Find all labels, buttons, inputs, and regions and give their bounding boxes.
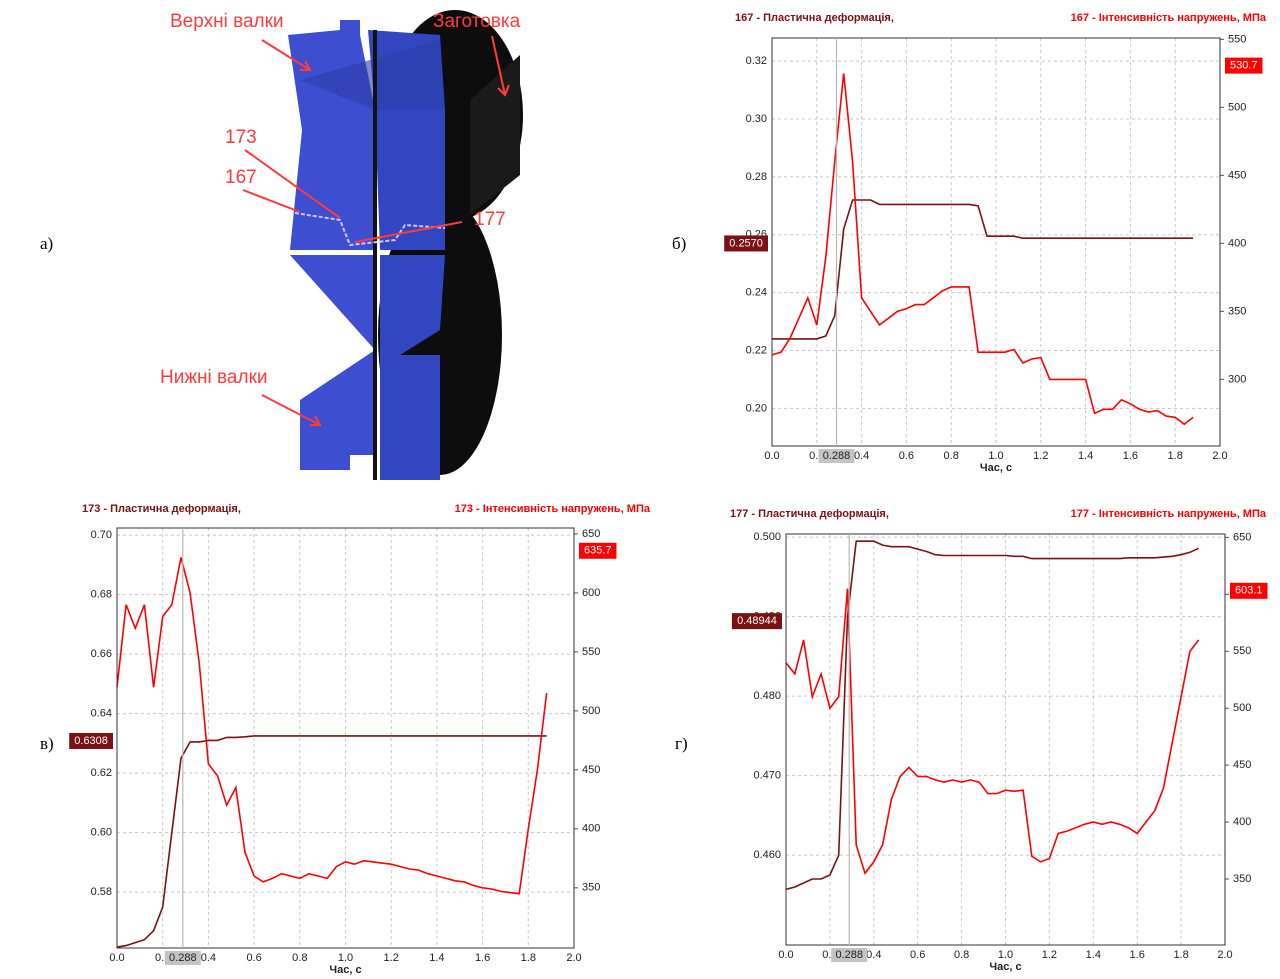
- y-tick-label: 0.22: [746, 344, 767, 356]
- x-tick-label: 0.6: [910, 949, 925, 961]
- series-name: 177 - Пластична деформація,: [730, 508, 889, 520]
- cursor-label: 0.288: [169, 952, 197, 964]
- y2-tick-label: 400: [1228, 237, 1246, 249]
- y2-tick-label: 550: [1233, 645, 1251, 657]
- x-tick-label: 0.4: [854, 450, 869, 462]
- cursor-readout: 603.1: [1235, 585, 1263, 597]
- lower-roll: [380, 255, 445, 480]
- y-tick-label: 0.60: [91, 826, 112, 838]
- x-tick-label: 1.4: [1086, 949, 1101, 961]
- x-tick-label: 0.6: [246, 952, 261, 964]
- illustration-label: 167: [225, 167, 257, 188]
- y-tick-label: 0.64: [91, 708, 112, 720]
- x-tick-label: 1.0: [338, 952, 353, 964]
- y2-tick-label: 500: [1228, 101, 1246, 113]
- series-name: 167 - Пластична деформація,: [735, 12, 894, 24]
- series-name: 167 - Інтенсивність напружень, МПа: [1071, 12, 1267, 24]
- y-tick-label: 0.30: [746, 113, 767, 125]
- y2-tick-label: 450: [1228, 169, 1246, 181]
- y-tick-label: 0.500: [753, 531, 781, 543]
- x-tick-label: 0.4: [201, 952, 216, 964]
- illustration-label: 173: [225, 127, 257, 148]
- y2-tick-label: 350: [1233, 873, 1251, 885]
- y2-tick-label: 400: [582, 823, 600, 835]
- illustration: Верхні валки Заготовка 173 167 177 Нижні…: [150, 0, 523, 490]
- y-tick-label: 0.66: [91, 648, 112, 660]
- x-tick-label: 0.0: [109, 952, 124, 964]
- cursor-readout: 0.6308: [74, 735, 108, 747]
- x-tick-label: 1.4: [429, 952, 444, 964]
- cursor-readout: 635.7: [584, 545, 612, 557]
- series-name: 173 - Інтенсивність напружень, МПа: [455, 503, 651, 515]
- y-tick-label: 0.68: [91, 589, 112, 601]
- illustration-label: Верхні валки: [170, 11, 284, 32]
- x-tick-label: 1.2: [1042, 949, 1057, 961]
- y-tick-label: 0.28: [746, 171, 767, 183]
- x-tick-label: 1.4: [1078, 450, 1093, 462]
- y-tick-label: 0.480: [753, 690, 781, 702]
- y2-tick-label: 650: [1233, 531, 1251, 543]
- y2-tick-label: 500: [582, 705, 600, 717]
- x-tick-label: 0.6: [899, 450, 914, 462]
- x-tick-label: 1.8: [521, 952, 536, 964]
- series-name: 173 - Пластична деформація,: [82, 503, 241, 515]
- x-tick-label: 0.8: [292, 952, 307, 964]
- y2-tick-label: 550: [1228, 33, 1246, 45]
- x-tick-label: 1.8: [1173, 949, 1188, 961]
- cursor-label: 0.288: [835, 949, 863, 961]
- y2-tick-label: 500: [1233, 702, 1251, 714]
- x-tick-label: 1.0: [998, 949, 1013, 961]
- y2-tick-label: 600: [582, 587, 600, 599]
- panel-label: г): [675, 734, 688, 753]
- cursor-readout: 0.2570: [729, 237, 763, 249]
- y2-tick-label: 450: [582, 764, 600, 776]
- x-tick-label: 2.0: [1212, 450, 1227, 462]
- x-tick-label: 0.4: [866, 949, 881, 961]
- illustration-label: 177: [474, 209, 506, 230]
- y2-tick-label: 400: [1233, 816, 1251, 828]
- cursor-label: 0.288: [823, 450, 851, 462]
- x-tick-label: 1.6: [1130, 949, 1145, 961]
- x-tick-label: 2.0: [566, 952, 581, 964]
- x-tick-label: 0.0: [778, 949, 793, 961]
- panel-label: а): [40, 234, 53, 253]
- y-tick-label: 0.460: [753, 849, 781, 861]
- cursor-readout: 0.48944: [737, 615, 777, 627]
- series-name: 177 - Інтенсивність напружень, МПа: [1071, 508, 1267, 520]
- cursor-readout: 530.7: [1230, 60, 1258, 72]
- illustration-label: Заготовка: [433, 11, 521, 32]
- y2-tick-label: 650: [582, 528, 600, 540]
- x-axis-label: Час, с: [989, 961, 1021, 973]
- x-tick-label: 1.8: [1168, 450, 1183, 462]
- illustration-label: Нижні валки: [160, 367, 268, 388]
- panel-label: в): [40, 734, 54, 753]
- figure: Верхні валки Заготовка 173 167 177 Нижні…: [0, 0, 1280, 979]
- x-axis-label: Час, с: [329, 964, 361, 976]
- y-tick-label: 0.20: [746, 402, 767, 414]
- panel-label: б): [672, 234, 686, 253]
- y2-tick-label: 350: [1228, 305, 1246, 317]
- x-tick-label: 1.2: [384, 952, 399, 964]
- y2-tick-label: 300: [1228, 373, 1246, 385]
- y2-tick-label: 550: [582, 646, 600, 658]
- y2-tick-label: 350: [582, 882, 600, 894]
- x-tick-label: 1.0: [988, 450, 1003, 462]
- x-tick-label: 1.2: [1033, 450, 1048, 462]
- x-tick-label: 1.6: [1123, 450, 1138, 462]
- x-tick-label: 0.8: [944, 450, 959, 462]
- y-tick-label: 0.32: [746, 55, 767, 67]
- x-tick-label: 1.6: [475, 952, 490, 964]
- y-tick-label: 0.70: [91, 529, 112, 541]
- y2-tick-label: 450: [1233, 759, 1251, 771]
- x-tick-label: 2.0: [1217, 949, 1232, 961]
- y-tick-label: 0.62: [91, 767, 112, 779]
- y-tick-label: 0.470: [753, 770, 781, 782]
- x-tick-label: 0.0: [764, 450, 779, 462]
- x-tick-label: 0.8: [954, 949, 969, 961]
- y-tick-label: 0.58: [91, 886, 112, 898]
- x-axis-label: Час, с: [980, 462, 1012, 474]
- y-tick-label: 0.24: [746, 287, 767, 299]
